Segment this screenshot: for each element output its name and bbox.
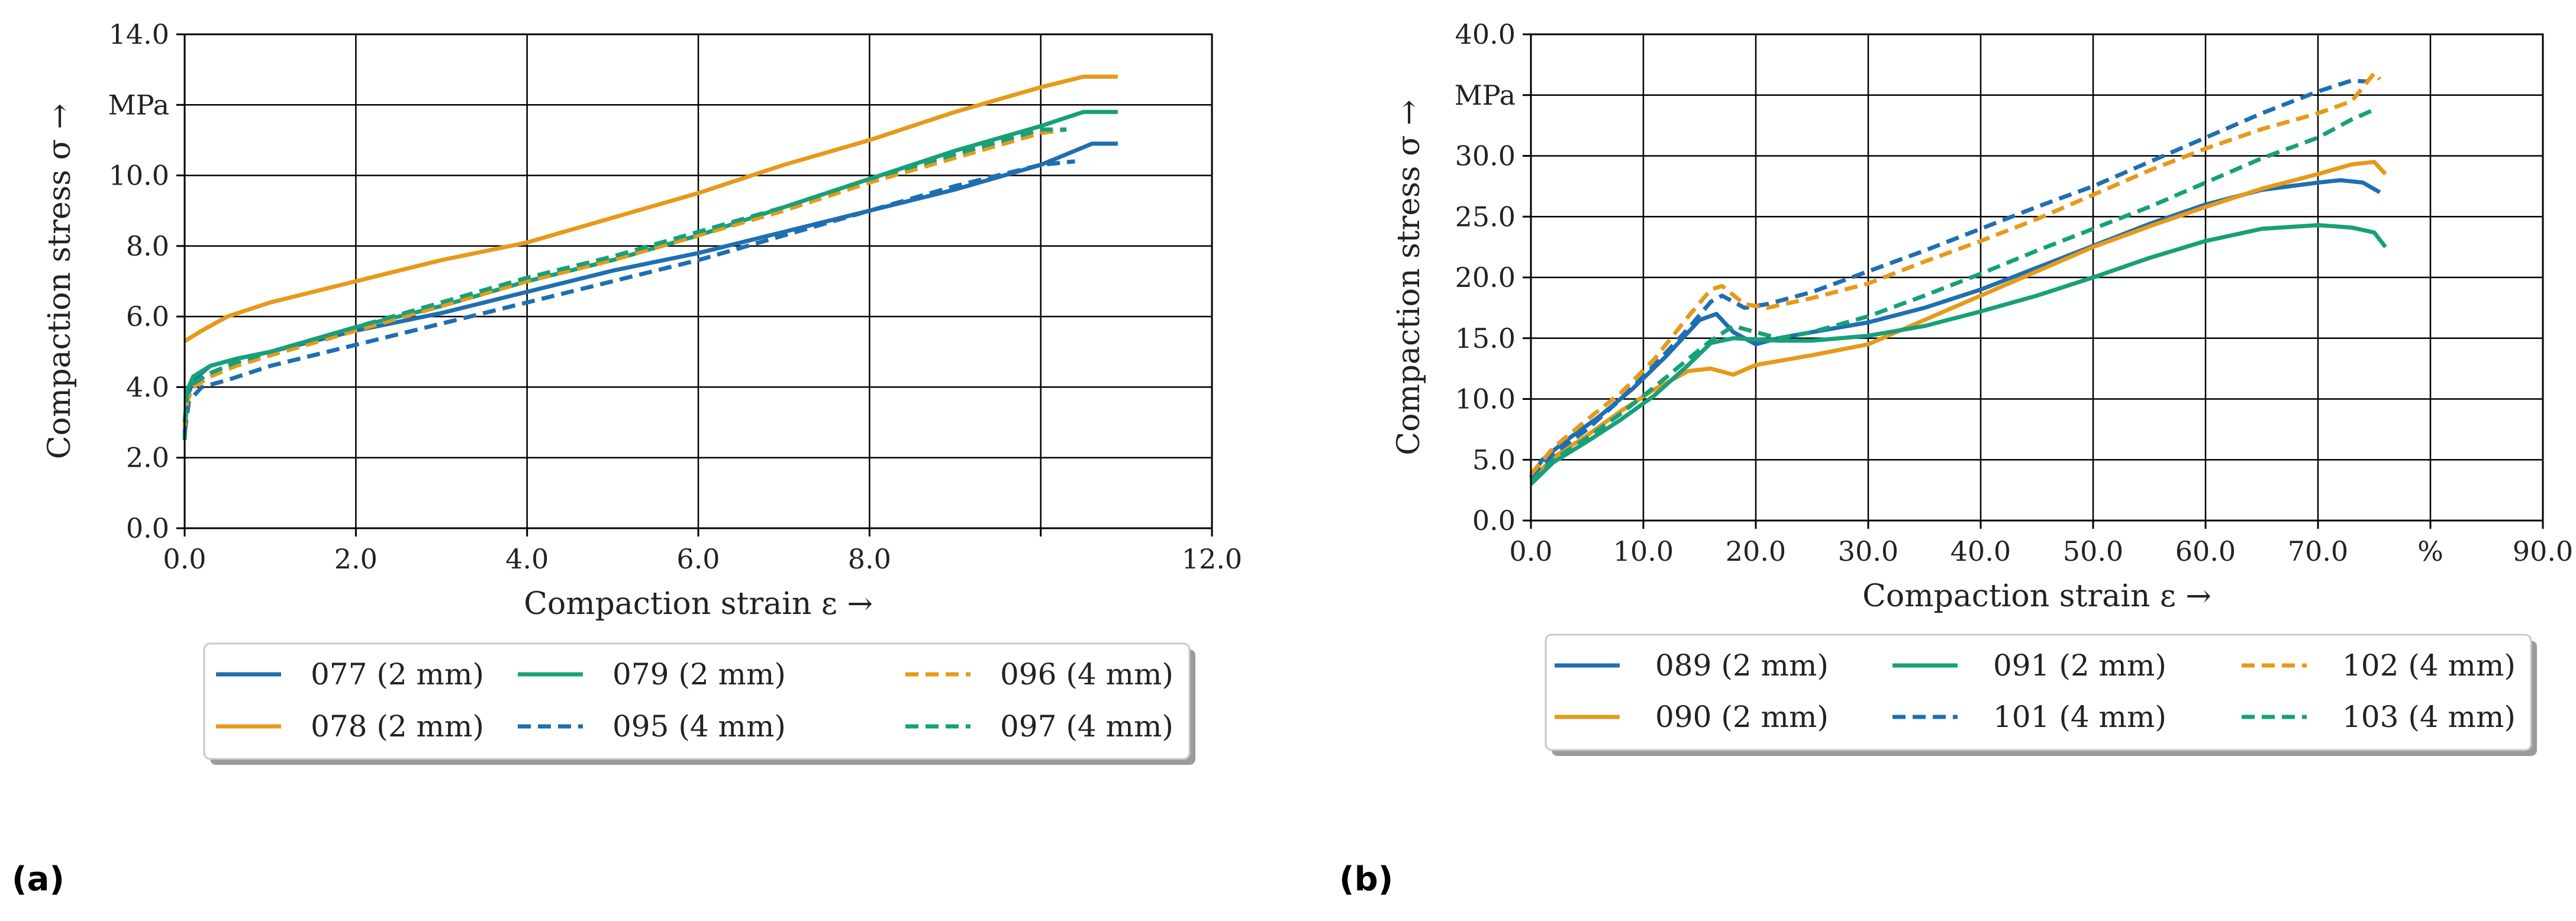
x-tick-label: 0.0: [1509, 535, 1552, 567]
y-tick-label: 8.0: [126, 230, 169, 262]
legend-entry-label: 101 (4 mm): [1993, 700, 2166, 734]
y-tick-label: 40.0: [1455, 18, 1516, 50]
x-tick-label: 0.0: [163, 543, 206, 575]
y-tick-label: 10.0: [1455, 383, 1516, 415]
y-tick-label: 4.0: [126, 371, 169, 403]
x-tick-label: 70.0: [2288, 535, 2348, 567]
legend: 089 (2 mm) 090 (2 mm) 091 (2 mm) 101 (4 mm)…: [1545, 634, 2537, 756]
y-tick-label: 10.0: [109, 160, 169, 192]
series-line-102: [1529, 71, 2382, 476]
y-tick-label: 20.0: [1455, 261, 1516, 293]
y-tick-label: 25.0: [1455, 201, 1516, 232]
y-tick-label: 0.0: [126, 512, 169, 544]
x-tick-label: 6.0: [676, 543, 720, 575]
legend-entry-label: 097 (4 mm): [1000, 709, 1173, 744]
legend-entry-label: 096 (4 mm): [1000, 657, 1173, 691]
legend-entry-label: 102 (4 mm): [2342, 648, 2516, 683]
chart-a: 0.0 2.0 4.0 6.0 8.0 12.0 0.0 2.0 4.0 6.0 8.0 10.0 MP…: [12, 18, 1242, 899]
x-tick-label: 90.0: [2513, 535, 2573, 567]
series-line-103: [1529, 108, 2375, 483]
series-line-097: [182, 127, 1067, 423]
y-tick-label: 5.0: [1472, 444, 1516, 476]
y-axis-label: Compaction stress σ →: [42, 104, 78, 459]
y-unit-label: MPa: [1455, 79, 1516, 111]
panel-label: (a): [12, 860, 65, 899]
y-tick-label: 14.0: [109, 18, 169, 50]
x-tick-label: 10.0: [1613, 535, 1674, 567]
y-tick-label: 15.0: [1455, 322, 1516, 354]
series-line-091: [1529, 223, 2387, 486]
legend-box: [203, 642, 1191, 760]
series-line-089: [1529, 178, 2381, 479]
series-line-095: [182, 159, 1075, 434]
x-axis-label: Compaction strain ε →: [1862, 579, 2211, 614]
legend-entry-label: 077 (2 mm): [311, 657, 484, 691]
legend-entry-label: 103 (4 mm): [2342, 700, 2516, 734]
legend-entry-label: 089 (2 mm): [1655, 648, 1829, 683]
y-tick-label: 6.0: [126, 300, 169, 332]
x-axis-label: Compaction strain ε →: [524, 586, 873, 622]
y-tick-label: 2.0: [126, 442, 169, 474]
x-tick-label: 30.0: [1838, 535, 1898, 567]
panel-label: (b): [1339, 860, 1393, 899]
x-tick-label: 60.0: [2175, 535, 2236, 567]
series-line-090: [1529, 160, 2387, 482]
series-line-101: [1529, 78, 2369, 479]
y-tick-label: 30.0: [1455, 140, 1516, 172]
x-tick-label: 12.0: [1182, 543, 1242, 575]
y-axis-label: Compaction stress σ →: [1391, 99, 1427, 455]
y-tick-label: 0.0: [1472, 505, 1516, 537]
x-tick-label: 2.0: [334, 543, 378, 575]
x-tick-label: 8.0: [848, 543, 891, 575]
series-line-078: [183, 75, 1118, 343]
x-tick-label: %: [2417, 535, 2443, 567]
legend-entry-label: 079 (2 mm): [612, 657, 786, 691]
chart-b: 0.0 10.0 20.0 30.0 40.0 50.0 60.0 70.0% 90.0 0.0 5…: [1339, 18, 2573, 899]
x-tick-label: 40.0: [1950, 535, 2011, 567]
series-line-096: [182, 127, 1067, 426]
y-unit-label: MPa: [108, 89, 169, 121]
x-tick-label: 50.0: [2063, 535, 2123, 567]
legend-entry-label: 078 (2 mm): [311, 709, 484, 744]
legend-entry-label: 095 (4 mm): [612, 709, 786, 744]
x-tick-label: 20.0: [1726, 535, 1786, 567]
series-line-079: [182, 109, 1118, 441]
legend-entry-label: 091 (2 mm): [1993, 648, 2166, 683]
legend: 077 (2 mm) 078 (2 mm) 079 (2 mm) 095 (4 mm)…: [203, 642, 1195, 765]
legend-entry-label: 090 (2 mm): [1655, 700, 1829, 734]
x-tick-label: 4.0: [505, 543, 549, 575]
